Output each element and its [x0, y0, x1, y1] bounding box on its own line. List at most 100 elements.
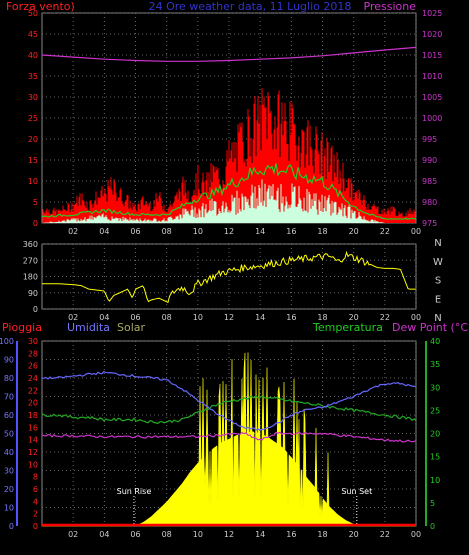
temperature-ytick: 0 — [430, 522, 435, 531]
rain-ytick: 0 — [33, 522, 38, 531]
climate-xtick: 02 — [68, 530, 78, 539]
chart-title: 24 Ore weather data, 11 Luglio 2018 — [149, 0, 352, 13]
rain-ytick: 6 — [33, 485, 38, 494]
direction-xtick: 06 — [130, 313, 140, 322]
pressure-ytick: 1000 — [422, 114, 442, 123]
humidity-ytick: 70 — [4, 393, 14, 402]
wind-xtick: 04 — [99, 227, 109, 236]
wind-ytick: 10 — [28, 177, 38, 186]
temperature-line — [41, 395, 417, 424]
humidity-ytick: 90 — [4, 356, 14, 365]
pressure-ytick: 1020 — [422, 30, 442, 39]
wind-xtick: 14 — [255, 227, 265, 236]
direction-line — [42, 250, 416, 304]
wind-xtick: 12 — [224, 227, 234, 236]
temperature-ytick: 10 — [430, 476, 440, 485]
climate-xtick: 06 — [130, 530, 140, 539]
pressure-ytick: 1025 — [422, 9, 442, 18]
rain-ytick: 30 — [28, 337, 38, 346]
wind-xtick: 06 — [130, 227, 140, 236]
rain-ytick: 4 — [33, 497, 38, 506]
rain-ytick: 2 — [33, 510, 38, 519]
wind-ytick: 50 — [28, 9, 38, 18]
climate-xtick: 18 — [317, 530, 327, 539]
rain-ytick: 16 — [28, 423, 38, 432]
wind-ytick: 45 — [28, 30, 38, 39]
climate-xtick: 10 — [193, 530, 203, 539]
humidity-ytick: 20 — [4, 485, 14, 494]
pressure-ytick: 1010 — [422, 72, 442, 81]
pressure-ytick: 985 — [422, 177, 437, 186]
pressure-ytick: 975 — [422, 219, 437, 228]
temperature-ytick: 25 — [430, 406, 440, 415]
compass-label: S — [435, 276, 441, 287]
direction-ytick: 360 — [23, 240, 38, 249]
rain-ytick: 8 — [33, 473, 38, 482]
temperature-axis-title: Temperatura — [312, 321, 383, 334]
humidity-ytick: 50 — [4, 430, 14, 439]
direction-xtick: 08 — [162, 313, 172, 322]
rain-ytick: 22 — [28, 386, 38, 395]
humidity-ytick: 30 — [4, 467, 14, 476]
direction-xtick: 20 — [349, 313, 359, 322]
pressure-axis-title: Pressione — [364, 0, 417, 13]
solar-axis-title: Solar — [117, 321, 146, 334]
rain-ytick: 26 — [28, 362, 38, 371]
temperature-ytick: 40 — [430, 337, 440, 346]
humidity-ytick: 40 — [4, 448, 14, 457]
direction-ytick: 90 — [28, 289, 38, 298]
wind-xtick: 22 — [380, 227, 390, 236]
wind-ytick: 30 — [28, 93, 38, 102]
climate-xtick: 14 — [255, 530, 265, 539]
climate-xtick: 00 — [411, 530, 421, 539]
temperature-ytick: 15 — [430, 453, 440, 462]
temperature-ytick: 5 — [430, 499, 435, 508]
wind-axis-title: Forza vento) — [6, 0, 75, 13]
wind-ytick: 0 — [33, 219, 38, 228]
humidity-ytick: 80 — [4, 374, 14, 383]
temperature-ytick: 35 — [430, 360, 440, 369]
humidity-ytick: 10 — [4, 504, 14, 513]
direction-ytick: 180 — [23, 273, 38, 282]
chart-layer: 0510152025303540455097598098599099510001… — [0, 9, 443, 539]
direction-xtick: 04 — [99, 313, 109, 322]
temperature-ytick: 20 — [430, 430, 440, 439]
wind-xtick: 02 — [68, 227, 78, 236]
humidity-ytick: 0 — [9, 522, 14, 531]
rain-ytick: 24 — [28, 374, 38, 383]
climate-xtick: 12 — [224, 530, 234, 539]
direction-xtick: 00 — [411, 313, 421, 322]
pressure-line — [41, 46, 417, 62]
pressure-ytick: 990 — [422, 156, 437, 165]
humidity-line — [41, 370, 417, 431]
wind-ytick: 40 — [28, 51, 38, 60]
direction-xtick: 14 — [255, 313, 265, 322]
climate-xtick: 22 — [380, 530, 390, 539]
direction-xtick: 10 — [193, 313, 203, 322]
compass-label: W — [433, 257, 443, 268]
wind-xtick: 00 — [411, 227, 421, 236]
direction-xtick: 12 — [224, 313, 234, 322]
rain-ytick: 20 — [28, 399, 38, 408]
humidity-axis-title: Umidita — [67, 321, 110, 334]
climate-xtick: 08 — [162, 530, 172, 539]
dewpoint-line — [41, 431, 417, 443]
wind-xtick: 18 — [317, 227, 327, 236]
compass-label: E — [435, 294, 441, 305]
wind-ytick: 25 — [28, 114, 38, 123]
humidity-ytick: 60 — [4, 411, 14, 420]
rain-ytick: 12 — [28, 448, 38, 457]
temperature-ytick: 30 — [430, 383, 440, 392]
rain-ytick: 10 — [28, 460, 38, 469]
sunset-label: Sun Set — [341, 487, 372, 496]
rain-ytick: 28 — [28, 349, 38, 358]
humidity-ytick: 100 — [0, 337, 14, 346]
wind-xtick: 20 — [349, 227, 359, 236]
direction-ytick: 0 — [33, 305, 38, 314]
rain-axis-title: Pioggia — [2, 321, 42, 334]
climate-xtick: 04 — [99, 530, 109, 539]
solar-area — [42, 352, 416, 527]
wind-xtick: 08 — [162, 227, 172, 236]
direction-xtick: 02 — [68, 313, 78, 322]
